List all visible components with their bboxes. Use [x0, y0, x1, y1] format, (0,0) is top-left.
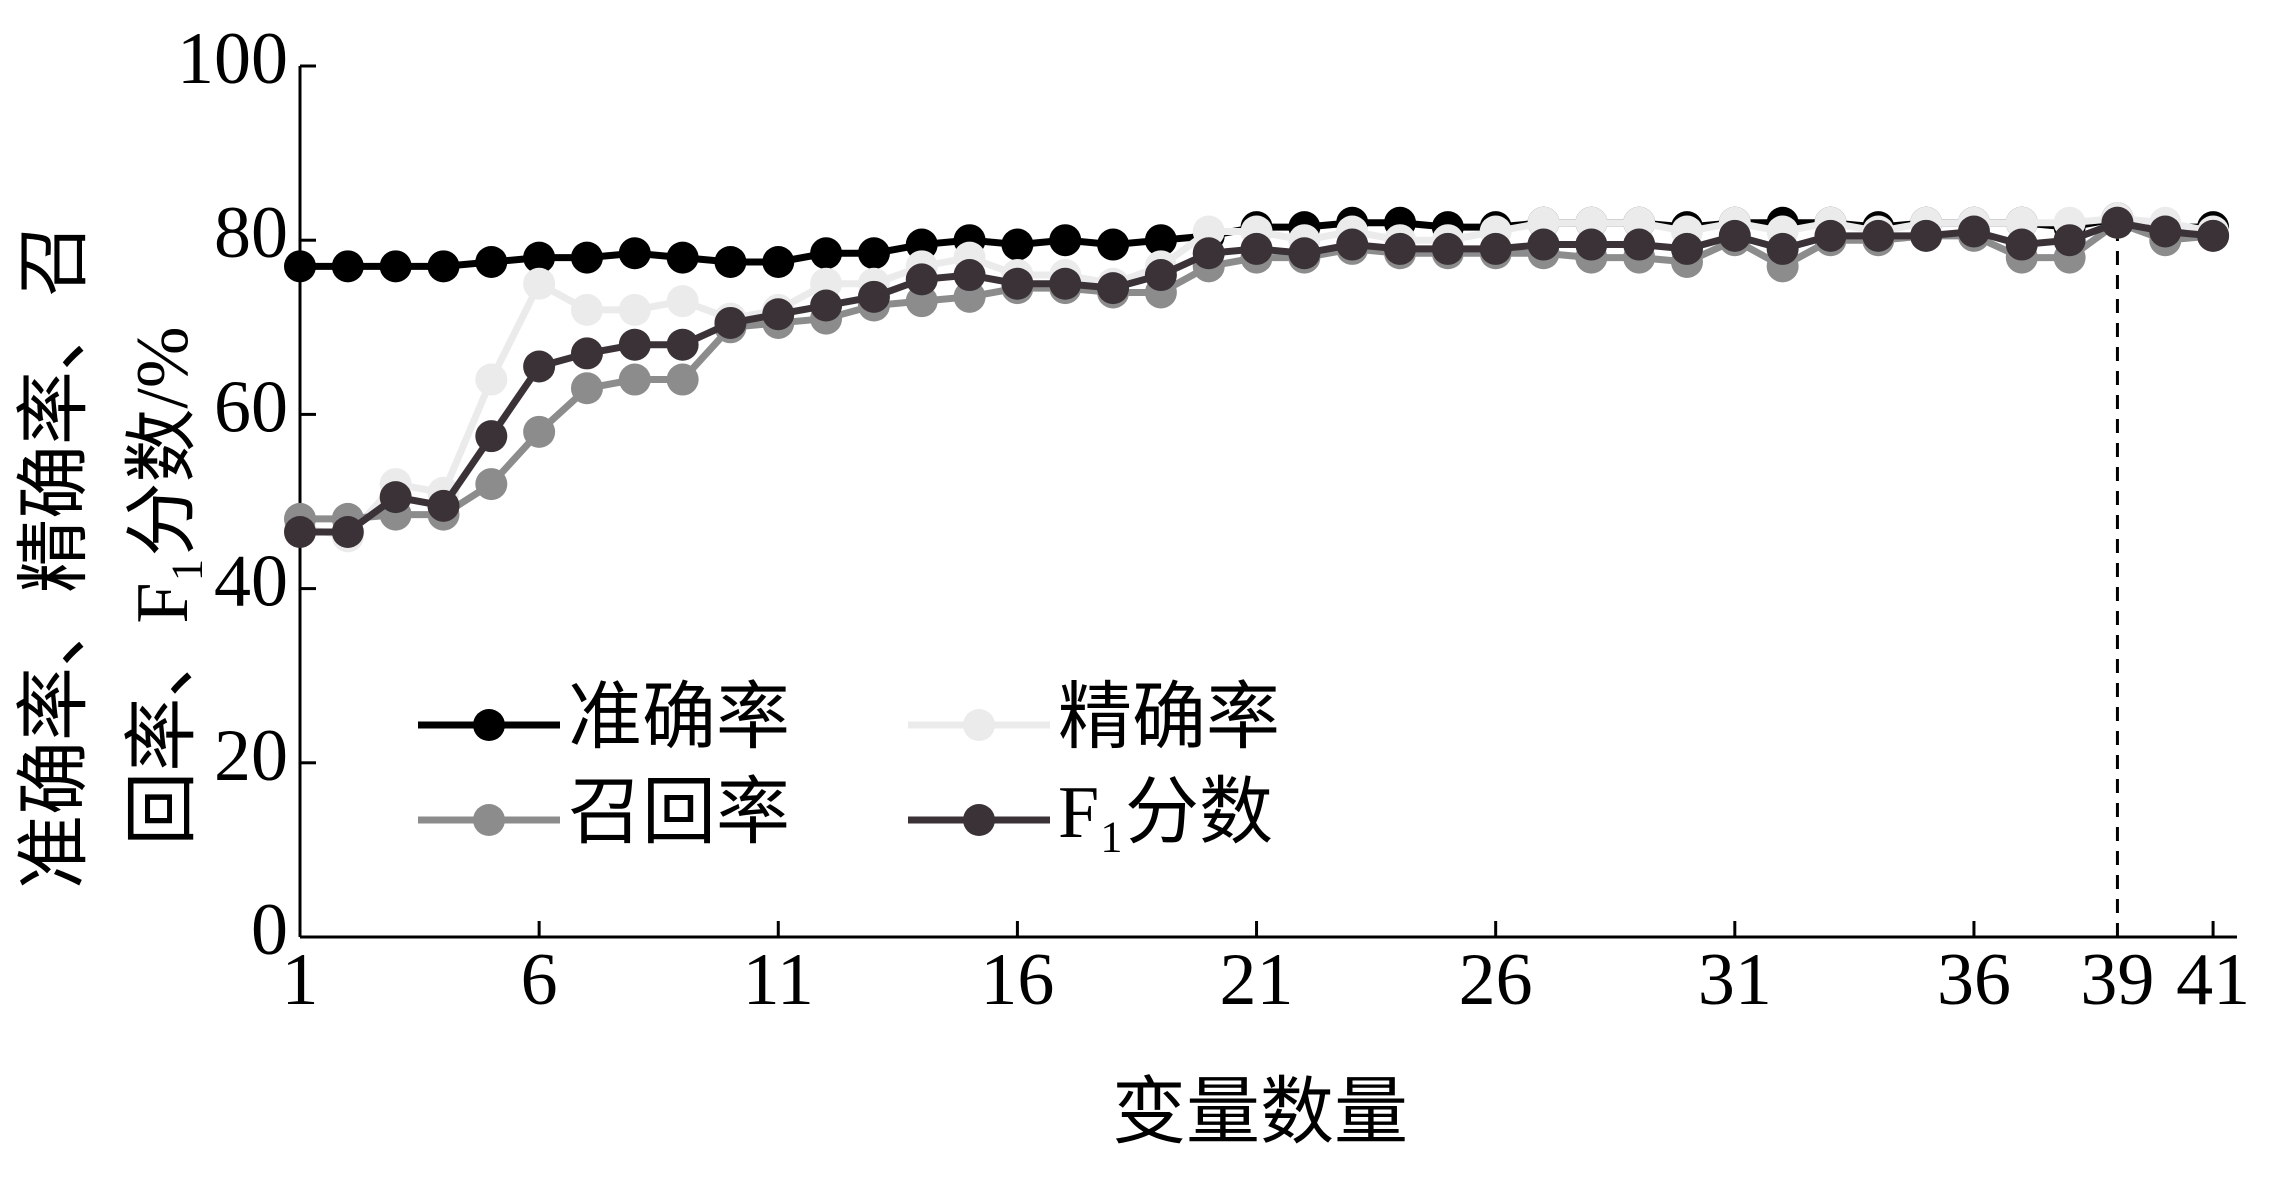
data-point — [2053, 224, 2086, 257]
data-point — [331, 250, 364, 283]
x-tick-label: 41 — [2176, 939, 2250, 1021]
data-point — [2005, 228, 2038, 261]
data-point — [1766, 232, 1799, 265]
data-point — [1862, 219, 1895, 252]
highlight-label: 39 — [2080, 939, 2154, 1021]
y-tick-label: 40 — [214, 541, 288, 623]
data-point — [1288, 237, 1321, 270]
data-point — [810, 237, 843, 270]
data-point — [857, 280, 890, 313]
x-tick-label: 16 — [980, 939, 1054, 1021]
data-point — [666, 285, 699, 318]
legend-label: 召回率 — [568, 772, 790, 854]
data-point — [1336, 228, 1369, 261]
data-point — [618, 363, 651, 396]
data-point — [1097, 272, 1130, 305]
data-point — [475, 245, 508, 278]
x-tick-label: 6 — [521, 939, 558, 1021]
data-point — [1384, 232, 1417, 265]
data-point — [284, 515, 316, 548]
data-point — [1192, 237, 1225, 270]
data-point — [570, 293, 603, 326]
data-point — [1431, 232, 1464, 265]
x-tick-label: 31 — [1698, 939, 1772, 1021]
y-tick-label: 100 — [177, 18, 288, 100]
data-point — [284, 250, 316, 283]
legend-marker — [473, 804, 505, 836]
data-point — [427, 250, 460, 283]
data-point — [618, 293, 651, 326]
data-point — [762, 245, 795, 278]
data-point — [762, 298, 795, 331]
data-point — [857, 237, 890, 270]
y-tick-label: 0 — [251, 889, 288, 971]
data-point — [379, 250, 412, 283]
data-point — [1575, 228, 1608, 261]
data-point — [1097, 228, 1130, 261]
legend-label: 准确率 — [568, 677, 790, 759]
y-axis-label: 准确率、精确率、召 — [14, 223, 96, 889]
legend-marker — [963, 709, 995, 741]
data-point — [1814, 219, 1847, 252]
data-point — [953, 259, 986, 292]
data-point — [1049, 224, 1082, 257]
legend-label: F₁分数 — [1058, 772, 1273, 854]
data-point — [1957, 215, 1990, 248]
data-point — [331, 515, 364, 548]
data-point — [618, 237, 651, 270]
data-point — [1527, 228, 1560, 261]
data-point — [1144, 224, 1177, 257]
y-tick-label: 80 — [214, 192, 288, 274]
data-point — [810, 289, 843, 322]
data-point — [666, 328, 699, 361]
legend-marker — [473, 709, 505, 741]
y-axis-label: 回率、F₁分数/% — [122, 326, 204, 845]
legend-label: 精确率 — [1058, 677, 1280, 759]
x-axis-label: 变量数量 — [1112, 1072, 1408, 1154]
data-point — [427, 489, 460, 522]
data-point — [1670, 232, 1703, 265]
data-point — [523, 267, 556, 300]
data-point — [475, 420, 508, 453]
data-point — [523, 241, 556, 274]
data-point — [714, 306, 747, 339]
data-point — [1910, 219, 1943, 252]
data-point — [1240, 232, 1273, 265]
x-tick-label: 21 — [1220, 939, 1294, 1021]
data-point — [714, 245, 747, 278]
data-point — [1144, 259, 1177, 292]
data-point — [905, 263, 938, 296]
data-point — [570, 241, 603, 274]
x-tick-label: 1 — [282, 939, 319, 1021]
data-point — [570, 372, 603, 405]
data-point — [523, 415, 556, 448]
data-point — [379, 481, 412, 514]
data-point — [475, 468, 508, 501]
y-tick-label: 20 — [214, 715, 288, 797]
data-point — [1049, 267, 1082, 300]
data-point — [2101, 206, 2134, 239]
data-point — [475, 363, 508, 396]
x-tick-label: 36 — [1937, 939, 2011, 1021]
data-point — [2197, 219, 2230, 252]
data-point — [523, 350, 556, 383]
data-point — [1718, 219, 1751, 252]
data-point — [1001, 267, 1034, 300]
data-point — [570, 337, 603, 370]
data-point — [666, 241, 699, 274]
data-point — [1001, 228, 1034, 261]
data-point — [2149, 215, 2182, 248]
y-tick-label: 60 — [214, 366, 288, 448]
x-tick-label: 26 — [1459, 939, 1533, 1021]
legend-marker — [963, 804, 995, 836]
data-point — [666, 363, 699, 396]
data-point — [618, 328, 651, 361]
data-point — [1623, 228, 1656, 261]
x-tick-label: 11 — [743, 939, 814, 1021]
data-point — [1479, 232, 1512, 265]
